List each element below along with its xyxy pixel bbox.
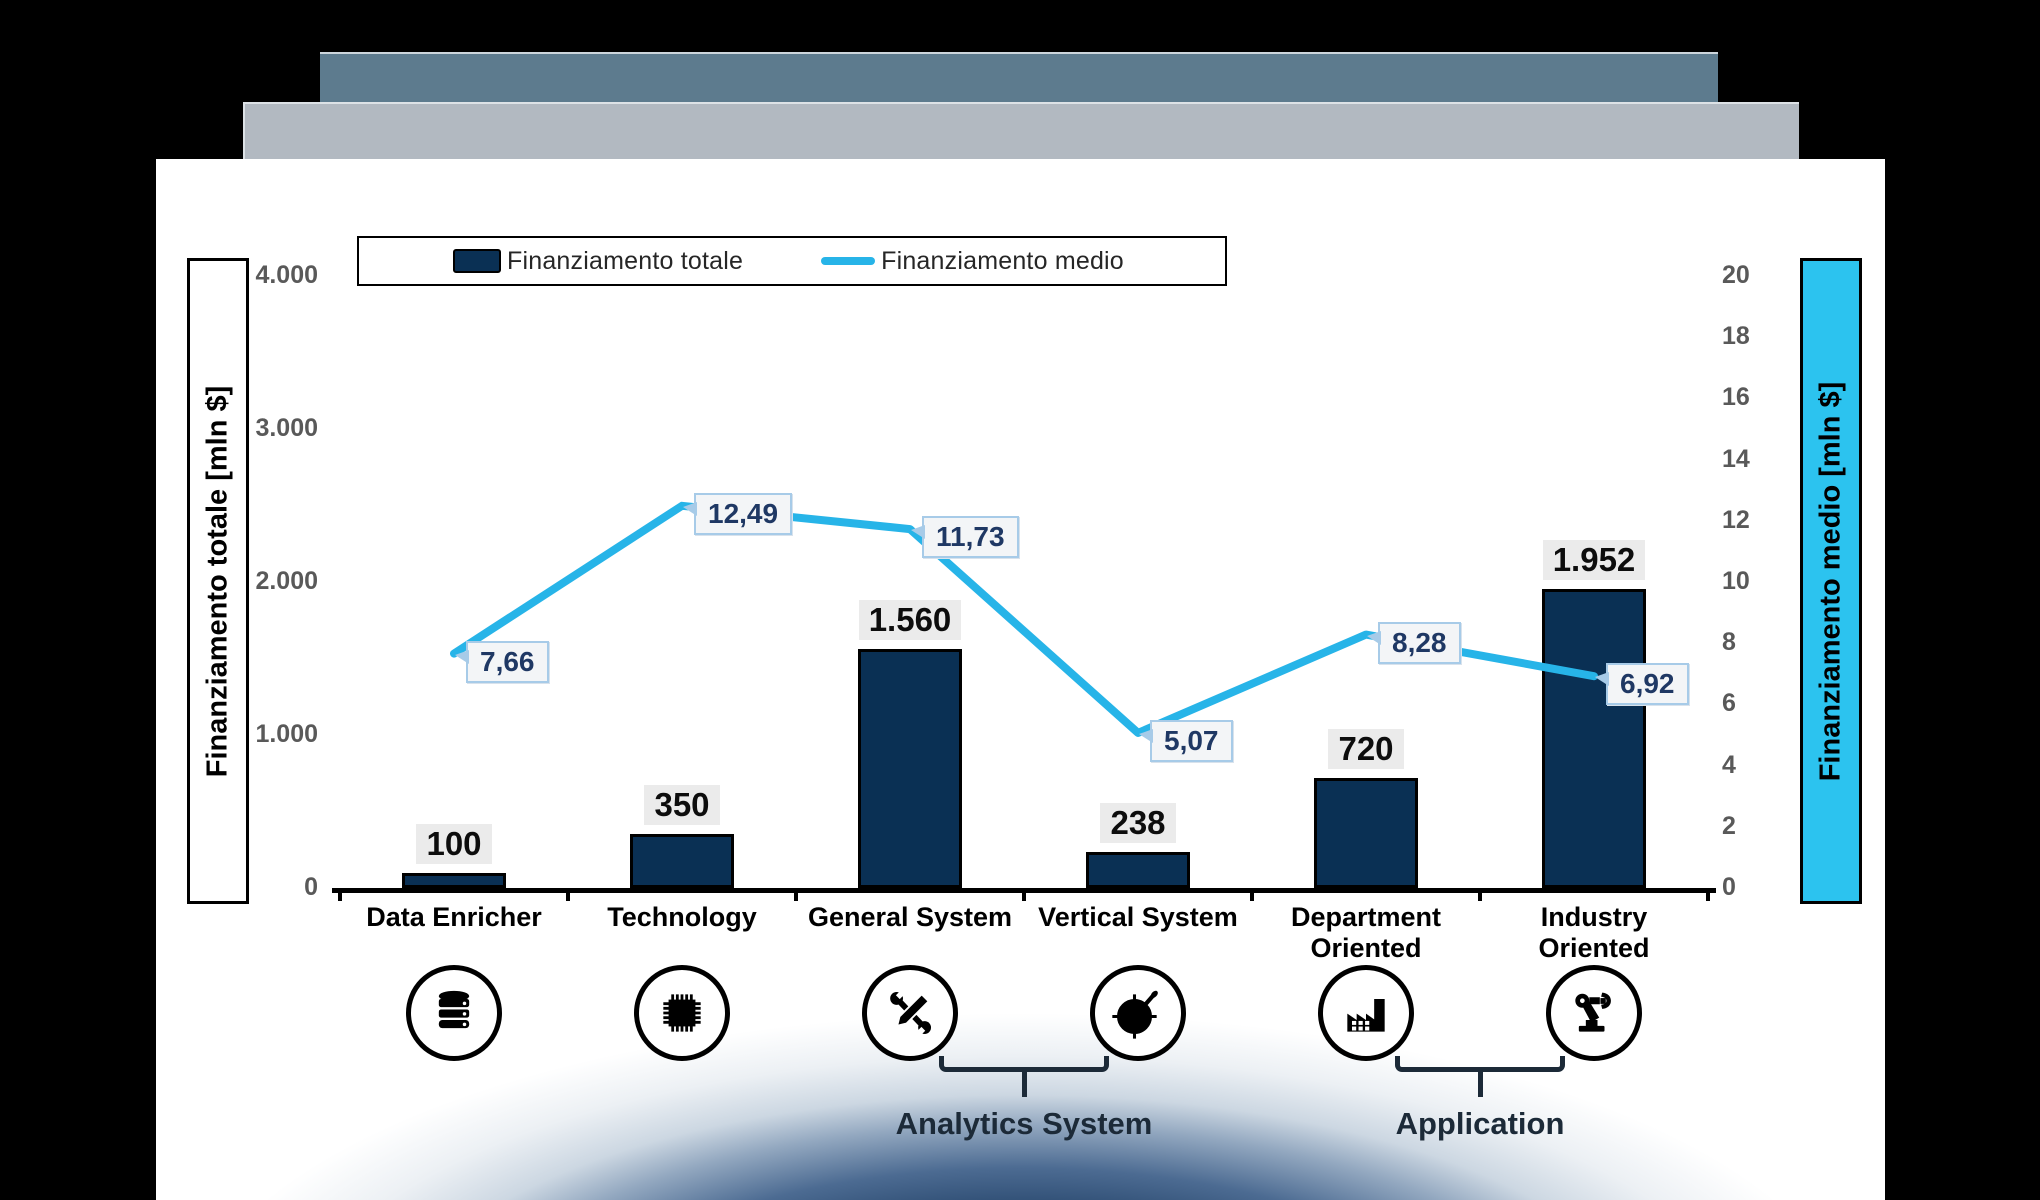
- bar-value-text: 238: [1100, 802, 1176, 843]
- database-icon: [406, 965, 502, 1061]
- right-axis-tick: 10: [1722, 567, 1750, 595]
- line-value-callout: 5,07: [1139, 719, 1233, 762]
- line-value-callout: 12,49: [682, 492, 793, 535]
- category-label-general-system: General System: [807, 902, 1013, 932]
- legend-medio-label: Finanziamento medio: [881, 246, 1124, 275]
- right-axis-tick: 2: [1722, 811, 1736, 840]
- left-axis-tick: 4.000: [255, 261, 318, 289]
- group-bracket-stem: [1477, 1070, 1483, 1097]
- category-label-industry-oriented: Industry Oriented: [1538, 902, 1650, 963]
- right-axis-title: Finanziamento medio [mln $]: [1800, 258, 1862, 904]
- group-bracket: [1395, 1056, 1565, 1097]
- category-label-data-enricher: Data Enricher: [366, 902, 542, 932]
- right-axis-tick: 8: [1722, 628, 1736, 657]
- stacked-slide-back: [320, 52, 1718, 104]
- legend-bar-swatch: [453, 249, 501, 273]
- bar-value-text: 720: [1328, 728, 1404, 769]
- group-bracket-stem: [1021, 1070, 1027, 1097]
- line-value-callout: 7,66: [455, 640, 549, 683]
- left-axis-tick: 0: [304, 873, 318, 901]
- bar-value-text: 100: [416, 823, 492, 864]
- plot-area: 100 350 1.560 238 720 1.952 7,66 12,49 11,73 5,0…: [332, 276, 1716, 893]
- stacked-slide-middle: [243, 102, 1799, 161]
- line-value-callout: 8,28: [1367, 621, 1461, 664]
- bar-value-label: 238: [1028, 802, 1248, 843]
- line-value-callout: 11,73: [911, 516, 1019, 559]
- right-axis-title-text: Finanziamento medio [mln $]: [1814, 381, 1847, 781]
- left-axis-tick: 2.000: [255, 567, 318, 595]
- right-axis-tick: 0: [1722, 873, 1736, 901]
- bar-vertical-system: [1086, 851, 1190, 888]
- chip-icon: [634, 965, 730, 1061]
- right-axis-tick: 18: [1722, 322, 1750, 351]
- x-axis-tick: [1706, 888, 1710, 901]
- left-axis-title: Finanziamento totale [mln $]: [187, 258, 249, 904]
- category-label-department-oriented: Department Oriented: [1290, 902, 1442, 963]
- left-axis-tick: 1.000: [255, 720, 318, 748]
- x-axis-tick: [338, 888, 342, 901]
- right-axis-tick: 16: [1722, 383, 1750, 412]
- x-axis-tick: [1478, 888, 1482, 901]
- bar-value-text: 1.952: [1542, 540, 1646, 581]
- line-value-callout: 6,92: [1595, 663, 1689, 706]
- x-axis-tick: [794, 888, 798, 901]
- category-label-technology: Technology: [607, 902, 757, 932]
- right-axis-tick: 12: [1722, 505, 1750, 534]
- category-label-vertical-system: Vertical System: [1038, 902, 1238, 932]
- bar-value-label: 1.952: [1484, 540, 1704, 581]
- left-axis-tick: 3.000: [255, 414, 318, 442]
- right-axis-tick: 20: [1722, 261, 1750, 289]
- tools-icon: [862, 965, 958, 1061]
- x-axis-tick: [1250, 888, 1254, 901]
- robot-arm-icon: [1546, 965, 1642, 1061]
- bar-industry-oriented: [1542, 589, 1646, 888]
- bar-technology: [630, 834, 734, 888]
- bar-value-label: 350: [572, 785, 792, 826]
- target-icon: [1090, 965, 1186, 1061]
- chart-slide: Finanziamento totale Finanziamento medio…: [156, 159, 1885, 1200]
- right-axis-tick: 6: [1722, 689, 1736, 718]
- x-axis-tick: [566, 888, 570, 901]
- chart-legend: Finanziamento totale Finanziamento medio: [357, 236, 1227, 286]
- factory-icon: [1318, 965, 1414, 1061]
- line-series: [450, 501, 1598, 737]
- group-bracket: [939, 1056, 1109, 1097]
- bar-data-enricher: [402, 872, 506, 888]
- bar-value-label: 720: [1256, 728, 1476, 769]
- bar-general-system: [858, 649, 962, 888]
- legend-line-swatch: [821, 257, 876, 265]
- bar-department-oriented: [1314, 777, 1418, 888]
- bar-value-text: 1.560: [858, 600, 962, 641]
- x-axis-tick: [1022, 888, 1026, 901]
- right-axis-tick: 4: [1722, 750, 1736, 779]
- group-label-application: Application: [1395, 1106, 1565, 1141]
- right-axis-tick: 14: [1722, 444, 1750, 473]
- bar-value-label: 100: [344, 823, 564, 864]
- legend-total-label: Finanziamento totale: [507, 246, 744, 275]
- bar-value-text: 350: [644, 785, 720, 826]
- bar-value-label: 1.560: [800, 600, 1020, 641]
- group-label-analytics-system: Analytics System: [895, 1106, 1153, 1141]
